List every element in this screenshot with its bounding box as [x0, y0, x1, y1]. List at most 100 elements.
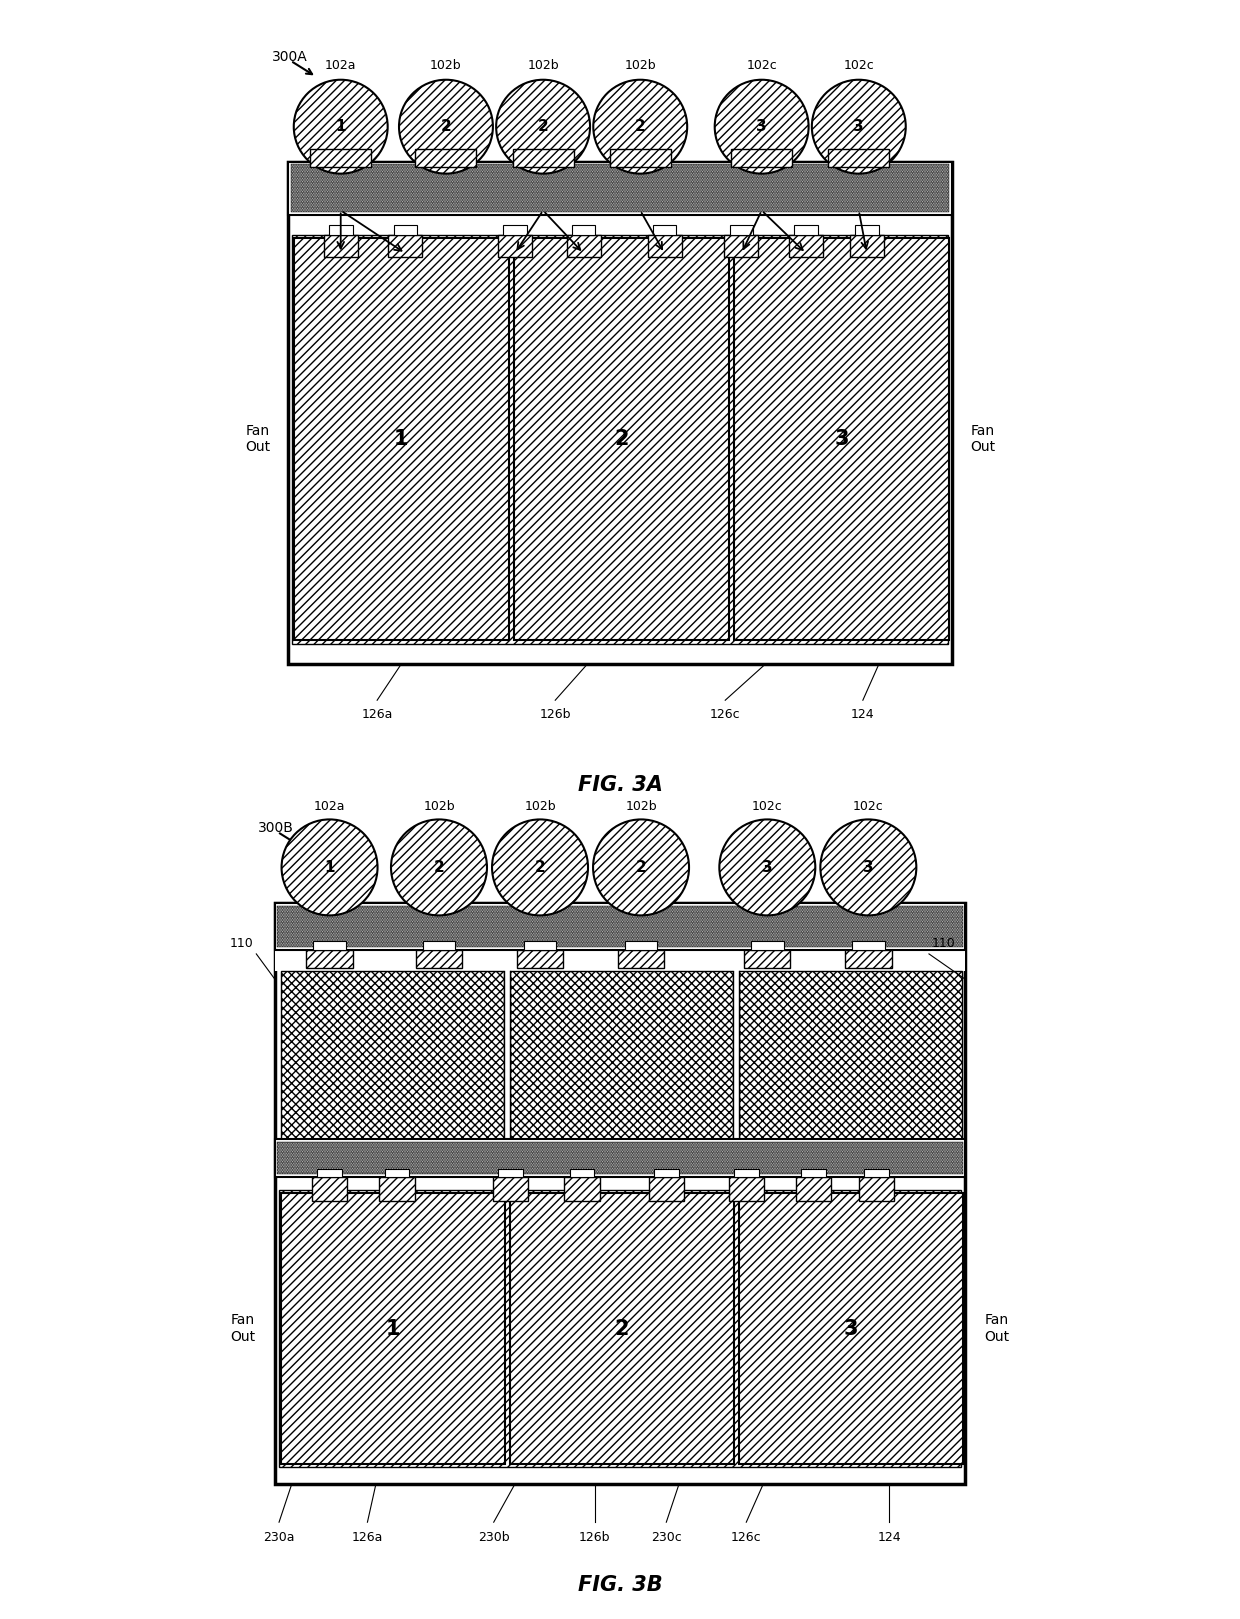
Ellipse shape [593, 819, 689, 915]
Text: FIG. 3B: FIG. 3B [578, 1575, 662, 1595]
Text: 2: 2 [614, 429, 629, 448]
Text: 102c: 102c [751, 800, 782, 813]
Bar [279, 1190, 961, 1467]
Bar [734, 238, 950, 640]
Bar [288, 162, 952, 664]
Bar [324, 235, 357, 257]
Text: 102a: 102a [325, 58, 356, 71]
Bar [751, 941, 784, 950]
Text: 230c: 230c [651, 1530, 682, 1543]
Bar [293, 235, 947, 643]
Text: 110: 110 [931, 937, 955, 950]
Text: 102b: 102b [430, 58, 461, 71]
Text: 3: 3 [835, 429, 849, 448]
Text: 102b: 102b [625, 58, 656, 71]
Text: 1: 1 [336, 120, 346, 134]
Text: 1: 1 [325, 860, 335, 874]
Text: 126c: 126c [711, 709, 740, 722]
Text: 110: 110 [231, 937, 254, 950]
Text: 124: 124 [878, 1530, 901, 1543]
Bar [388, 235, 423, 257]
Bar [317, 1169, 342, 1177]
Bar [653, 1169, 678, 1177]
Bar [729, 225, 754, 235]
Bar [423, 941, 455, 950]
Bar [492, 1177, 528, 1201]
Bar [288, 162, 952, 214]
Bar [275, 903, 965, 1485]
Bar [510, 971, 733, 1140]
Bar [796, 1177, 831, 1201]
Bar [795, 225, 818, 235]
Ellipse shape [821, 819, 916, 915]
Bar [564, 1177, 600, 1201]
Bar [498, 1169, 523, 1177]
Text: 2: 2 [615, 1318, 629, 1339]
Text: FIG. 3A: FIG. 3A [578, 776, 662, 795]
Text: 300A: 300A [272, 50, 308, 63]
Ellipse shape [812, 79, 905, 173]
Ellipse shape [714, 79, 808, 173]
Text: 126c: 126c [730, 1530, 761, 1543]
Text: 3: 3 [863, 860, 874, 874]
Text: 3: 3 [756, 120, 768, 134]
Bar [393, 225, 418, 235]
Text: Fan
Out: Fan Out [970, 424, 996, 455]
Ellipse shape [294, 79, 388, 173]
Bar [280, 971, 503, 1140]
Text: Fan
Out: Fan Out [244, 424, 270, 455]
Bar [733, 967, 739, 1143]
Bar [275, 950, 965, 971]
Text: 102c: 102c [746, 58, 777, 71]
Text: 2: 2 [636, 860, 646, 874]
Text: 2: 2 [434, 860, 444, 874]
Bar [739, 1193, 962, 1464]
Text: 126a: 126a [352, 1530, 383, 1543]
Bar [859, 1177, 894, 1201]
Bar [572, 225, 595, 235]
Bar [732, 149, 792, 167]
Text: 3: 3 [763, 860, 773, 874]
Bar [744, 950, 790, 968]
Bar [724, 235, 759, 257]
Text: 3: 3 [843, 1318, 858, 1339]
Bar [828, 149, 889, 167]
Text: 230b: 230b [477, 1530, 510, 1543]
Text: 126b: 126b [579, 1530, 610, 1543]
Bar [503, 967, 510, 1143]
Text: 230a: 230a [263, 1530, 295, 1543]
Bar [729, 1177, 764, 1201]
Bar [517, 950, 563, 968]
Bar [312, 1177, 347, 1201]
Bar [801, 1169, 826, 1177]
Bar [856, 225, 879, 235]
Bar [567, 235, 600, 257]
Bar [849, 235, 884, 257]
Bar [649, 1177, 684, 1201]
Bar [846, 950, 892, 968]
Bar [329, 225, 352, 235]
Bar [294, 238, 510, 640]
Text: 3: 3 [853, 120, 864, 134]
Text: 2: 2 [635, 120, 646, 134]
Bar [306, 950, 352, 968]
Ellipse shape [496, 79, 590, 173]
Text: 102c: 102c [853, 800, 884, 813]
Bar [379, 1177, 414, 1201]
Bar [610, 149, 671, 167]
Bar [497, 235, 532, 257]
Text: Fan
Out: Fan Out [231, 1313, 255, 1344]
Bar [384, 1169, 409, 1177]
Bar [512, 149, 574, 167]
Text: 1: 1 [394, 429, 409, 448]
Text: 102b: 102b [525, 800, 556, 813]
Ellipse shape [391, 819, 487, 915]
Bar [652, 225, 677, 235]
Text: 2: 2 [534, 860, 546, 874]
Bar [415, 149, 476, 167]
Bar [864, 1169, 889, 1177]
Text: 102a: 102a [314, 800, 345, 813]
Text: 126b: 126b [539, 709, 570, 722]
Bar [513, 238, 729, 640]
Bar [314, 941, 346, 950]
